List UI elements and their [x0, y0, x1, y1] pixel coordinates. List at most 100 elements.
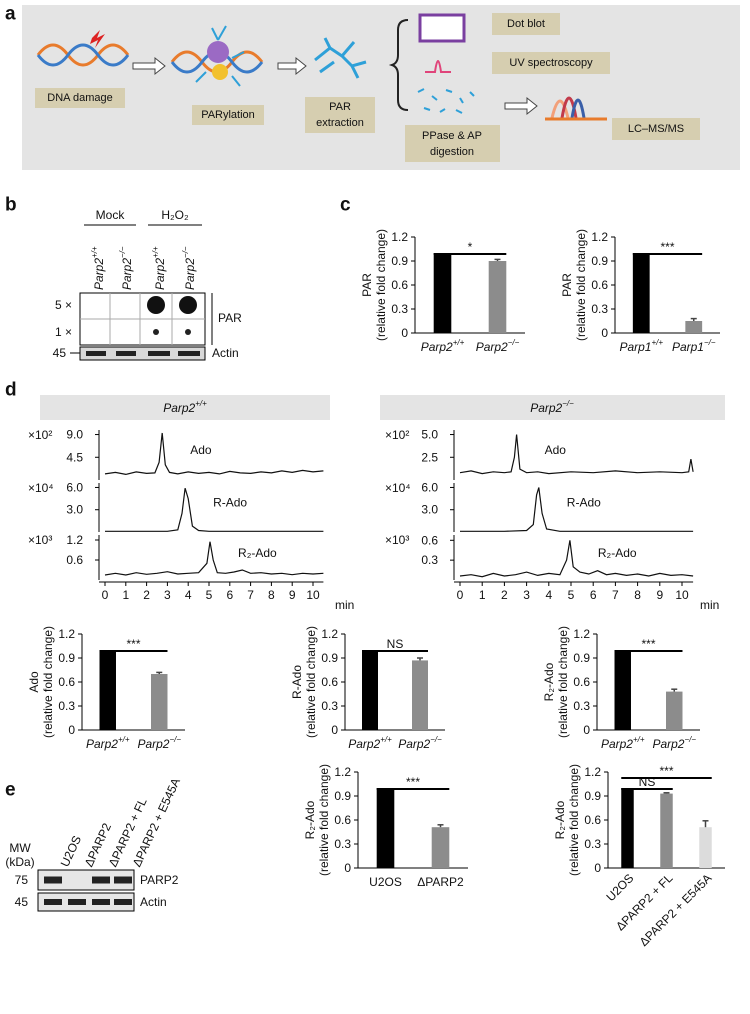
label-box	[492, 13, 560, 35]
blot-dot	[185, 329, 191, 335]
mw-title: MW	[9, 841, 31, 855]
x-tick-label: 4	[545, 588, 552, 602]
label-box	[492, 52, 610, 74]
lane-label: Parp2+/+	[90, 246, 106, 290]
blot-label: PARP2	[140, 873, 179, 887]
y-tick-label: 0.3	[321, 699, 338, 713]
x-tick-label: 1	[122, 588, 129, 602]
header: Parp2+/+	[163, 399, 207, 415]
bar	[376, 788, 395, 868]
step-label: PARylation	[201, 109, 255, 121]
trace	[459, 434, 694, 475]
y-tick-label: 0.9	[334, 789, 351, 803]
panel-e: e U2OS ΔPARP2 ΔPARP2 + FL ΔPARP2 + E545A…	[5, 776, 183, 912]
step-label: DNA damage	[47, 92, 112, 104]
x-tick-label: Parp1+/+	[619, 338, 663, 354]
x-tick-label: 7	[247, 588, 254, 602]
x-tick-label: 10	[306, 588, 320, 602]
x-tick-label: Parp2−/−	[476, 338, 520, 354]
y-tick-label: 0.3	[584, 837, 601, 851]
trace	[460, 487, 694, 532]
y-tick-label: 0.3	[421, 553, 438, 567]
y-tick-label: 0.6	[584, 813, 601, 827]
x-tick-label: U2OS	[603, 871, 636, 904]
y-axis-title: PAR	[360, 273, 374, 297]
step-label: PAR	[329, 101, 351, 113]
x-tick-label: Parp2+/+	[601, 735, 645, 751]
x-unit: min	[700, 598, 719, 612]
bar	[699, 827, 712, 868]
x-tick-label: 4	[185, 588, 192, 602]
trace-label: Ado	[190, 443, 212, 457]
header-box	[380, 395, 725, 420]
bar	[632, 253, 650, 333]
bar	[488, 261, 507, 333]
x-tick-label: 6	[226, 588, 233, 602]
panel-label: b	[5, 195, 17, 216]
lane-label: Parp2−/−	[118, 246, 134, 290]
x-tick-label: 2	[143, 588, 150, 602]
panel-label: a	[5, 4, 16, 25]
y-tick-label: 0.9	[391, 254, 408, 268]
y-tick-label: 0.9	[591, 254, 608, 268]
background	[22, 5, 740, 170]
bar	[666, 691, 683, 730]
significance-label: *	[468, 240, 473, 254]
y-axis-title: R-Ado	[290, 665, 304, 699]
x-tick-label: Parp2−/−	[137, 735, 181, 751]
multiplier: ×10²	[385, 428, 409, 442]
trace-label: R₂-Ado	[238, 546, 277, 560]
y-tick-label: 1.2	[66, 533, 83, 547]
multiplier: ×10²	[28, 428, 52, 442]
x-tick-label: U2OS	[369, 875, 402, 889]
trace	[104, 541, 324, 576]
multiplier: ×10⁴	[385, 481, 411, 495]
y-tick-label: 0	[594, 861, 601, 875]
blot-dot	[179, 296, 197, 314]
y-tick-label: 1.2	[591, 230, 608, 244]
x-tick-label: Parp2+/+	[86, 735, 130, 751]
blot-label: Actin	[140, 895, 167, 909]
x-tick-label: 3	[523, 588, 530, 602]
y-tick-label: 2.5	[421, 450, 438, 464]
header: Parp2−/−	[530, 399, 574, 415]
method-label: UV spectroscopy	[509, 57, 593, 69]
par-polymer	[314, 37, 367, 79]
significance-label: ***	[660, 240, 674, 254]
bar	[99, 650, 116, 730]
mw-label: 75	[15, 873, 29, 887]
y-tick-label: 3.0	[66, 503, 83, 517]
panel-b: b Mock H₂O₂ Parp2+/+ Parp2−/− Parp2+/+ P…	[5, 195, 242, 361]
y-axis-title: (relative fold change)	[374, 229, 388, 341]
y-tick-label: 0.3	[591, 302, 608, 316]
x-tick-label: 2	[501, 588, 508, 602]
y-axis-title: Ado	[27, 671, 41, 693]
step-label: extraction	[316, 117, 364, 129]
bar	[685, 321, 703, 333]
panel-label: e	[5, 780, 16, 801]
x-tick-label: 3	[164, 588, 171, 602]
y-tick-label: 6.0	[66, 480, 83, 494]
y-tick-label: 9.0	[66, 428, 83, 442]
blot-label: PAR	[218, 311, 242, 325]
blot-label: Actin	[212, 346, 239, 360]
y-tick-label: 0	[601, 326, 608, 340]
trace-label: R₂-Ado	[598, 546, 637, 560]
y-axis-title: R₂-Ado	[542, 662, 556, 701]
panel-label: d	[5, 380, 17, 401]
label-box	[405, 125, 500, 162]
mw-label: 45	[15, 895, 29, 909]
fragments-icon	[417, 88, 475, 114]
y-axis-title: (relative fold change)	[556, 626, 570, 738]
x-tick-label: 10	[675, 588, 689, 602]
lane-label: Parp2+/+	[151, 246, 167, 290]
y-axis-title: PAR	[560, 273, 574, 297]
y-tick-label: 1.2	[584, 765, 601, 779]
x-tick-label: 0	[457, 588, 464, 602]
x-tick-label: 1	[479, 588, 486, 602]
y-axis-title: R₂-Ado	[553, 800, 567, 839]
y-axis-title: (relative fold change)	[41, 626, 55, 738]
panel-d: d Parp2+/+ Parp2−/− min min	[5, 380, 725, 612]
trace	[459, 540, 694, 578]
lane-label: U2OS	[58, 833, 85, 869]
